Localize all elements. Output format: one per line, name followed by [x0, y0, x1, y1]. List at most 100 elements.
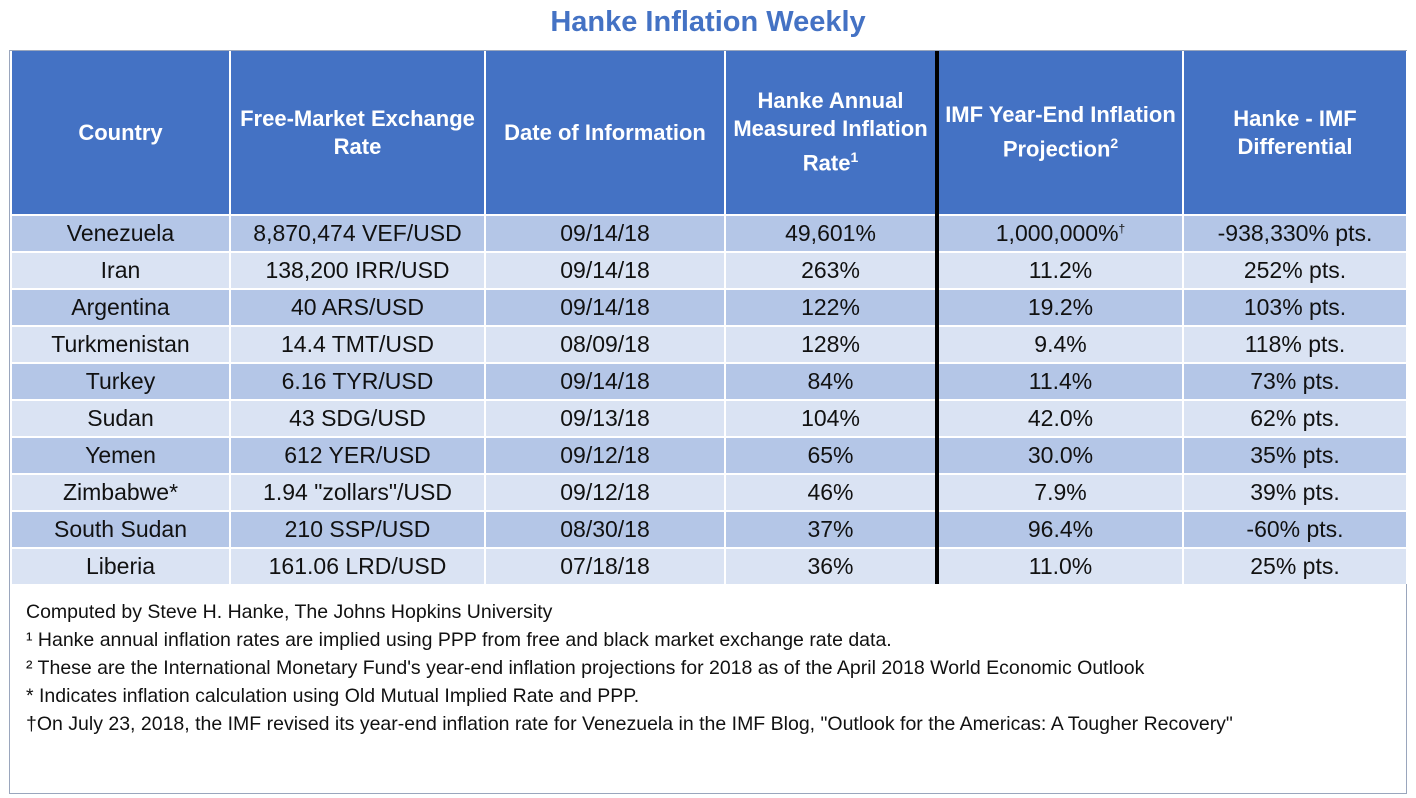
cell-country: Turkmenistan [10, 325, 231, 363]
note-asterisk: * Indicates inflation calculation using … [26, 685, 640, 707]
cell-date-value: 09/12/18 [560, 479, 650, 505]
cell-date: 09/12/18 [484, 436, 726, 474]
footnote-mark-1: 1 [850, 149, 859, 166]
cell-exchange-rate: 161.06 LRD/USD [229, 547, 486, 584]
cell-hanke-rate-value: 128% [801, 331, 860, 357]
cell-country-value: Turkmenistan [51, 331, 190, 357]
table-row: Liberia 161.06 LRD/USD 07/18/18 36% 11.0% 25%… [10, 547, 1408, 584]
cell-date: 08/09/18 [484, 325, 726, 363]
cell-date: 07/18/18 [484, 547, 726, 584]
cell-date: 09/13/18 [484, 399, 726, 437]
cell-exchange-rate-value: 612 YER/USD [284, 442, 431, 468]
cell-imf-projection: 7.9% [935, 473, 1184, 511]
note-source: Computed by Steve H. Hanke, The Johns Ho… [26, 601, 553, 623]
cell-imf-projection-value: 30.0% [1027, 442, 1094, 468]
col-header-country: Country [10, 51, 231, 215]
cell-differential: 39% pts. [1182, 473, 1408, 511]
cell-exchange-rate: 1.94 "zollars"/USD [229, 473, 486, 511]
cell-hanke-rate: 37% [724, 510, 938, 548]
cell-exchange-rate: 40 ARS/USD [229, 288, 486, 326]
cell-country: Yemen [10, 436, 231, 474]
cell-differential-value: -60% pts. [1246, 516, 1344, 542]
cell-differential-value: 62% pts. [1250, 405, 1340, 431]
cell-date: 09/12/18 [484, 473, 726, 511]
cell-hanke-rate-value: 49,601% [785, 220, 876, 246]
cell-imf-projection: 9.4% [935, 325, 1184, 363]
inflation-table: Country Free-Market Exchange Rate Date o… [10, 51, 1408, 584]
cell-hanke-rate: 46% [724, 473, 938, 511]
col-header-hanke-rate-label: Hanke Annual Measured Inflation Rate [733, 88, 928, 176]
cell-exchange-rate: 8,870,474 VEF/USD [229, 214, 486, 252]
cell-imf-projection: 11.0% [935, 547, 1184, 584]
cell-date: 09/14/18 [484, 251, 726, 289]
cell-country-value: Iran [100, 257, 141, 283]
footnote-mark-2: 2 [1110, 135, 1119, 152]
cell-country-value: Venezuela [66, 220, 175, 246]
cell-date-value: 09/13/18 [560, 405, 650, 431]
cell-hanke-rate-value: 65% [807, 442, 854, 468]
cell-imf-projection-value: 1,000,000% [995, 220, 1119, 246]
cell-imf-projection-value: 42.0% [1027, 405, 1094, 431]
cell-exchange-rate: 43 SDG/USD [229, 399, 486, 437]
cell-exchange-rate-value: 6.16 TYR/USD [281, 368, 434, 394]
cell-imf-projection: 42.0% [935, 399, 1184, 437]
cell-hanke-rate-value: 263% [801, 257, 860, 283]
cell-imf-projection-value: 11.0% [1028, 553, 1093, 579]
cell-hanke-rate: 49,601% [724, 214, 938, 252]
chart-title: Hanke Inflation Weekly [550, 6, 866, 38]
cell-hanke-rate: 104% [724, 399, 938, 437]
cell-hanke-rate-value: 46% [807, 479, 854, 505]
cell-hanke-rate: 84% [724, 362, 938, 400]
cell-exchange-rate-value: 210 SSP/USD [284, 516, 431, 542]
table-row: Iran 138,200 IRR/USD 09/14/18 263% 11.2% 252%… [10, 251, 1408, 289]
cell-exchange-rate: 138,200 IRR/USD [229, 251, 486, 289]
cell-hanke-rate-value: 84% [807, 368, 854, 394]
cell-country-value: Argentina [71, 294, 170, 320]
cell-country-value: South Sudan [53, 516, 187, 542]
col-header-hanke-rate: Hanke Annual Measured Inflation Rate1 [724, 51, 938, 215]
cell-exchange-rate-value: 8,870,474 VEF/USD [253, 220, 462, 246]
cell-exchange-rate-value: 43 SDG/USD [289, 405, 426, 431]
cell-country: Zimbabwe* [10, 473, 231, 511]
table-row: Zimbabwe* 1.94 "zollars"/USD 09/12/18 46% 7.… [10, 473, 1408, 511]
cell-hanke-rate-value: 37% [807, 516, 854, 542]
cell-imf-projection-value: 9.4% [1034, 331, 1087, 357]
note-dagger: †On July 23, 2018, the IMF revised its y… [26, 713, 1233, 735]
cell-date-value: 08/30/18 [560, 516, 650, 542]
cell-hanke-rate: 263% [724, 251, 938, 289]
cell-date: 09/14/18 [484, 362, 726, 400]
cell-differential-value: 103% pts. [1243, 294, 1347, 320]
cell-hanke-rate: 65% [724, 436, 938, 474]
cell-hanke-rate-value: 104% [801, 405, 860, 431]
cell-hanke-rate-value: 122% [801, 294, 860, 320]
cell-imf-projection-value: 96.4% [1027, 516, 1094, 542]
cell-imf-projection: 30.0% [935, 436, 1184, 474]
cell-differential-value: 39% pts. [1250, 479, 1340, 505]
cell-exchange-rate-value: 161.06 LRD/USD [268, 553, 447, 579]
cell-country: Iran [10, 251, 231, 289]
note-footnote-1: ¹ Hanke annual inflation rates are impli… [26, 629, 892, 651]
cell-imf-projection: 19.2% [935, 288, 1184, 326]
cell-date-value: 09/14/18 [560, 257, 650, 283]
cell-date-value: 09/12/18 [560, 442, 650, 468]
table-row: Argentina 40 ARS/USD 09/14/18 122% 19.2% 103%… [10, 288, 1408, 326]
cell-differential: 62% pts. [1182, 399, 1408, 437]
cell-date: 08/30/18 [484, 510, 726, 548]
cell-country: Liberia [10, 547, 231, 584]
table-row: Turkmenistan 14.4 TMT/USD 08/09/18 128% 9.4%… [10, 325, 1408, 363]
cell-country: Sudan [10, 399, 231, 437]
cell-differential: 118% pts. [1182, 325, 1408, 363]
col-header-exchange-rate: Free-Market Exchange Rate [229, 51, 486, 215]
cell-date: 09/14/18 [484, 214, 726, 252]
cell-country-value: Yemen [85, 442, 156, 468]
col-header-imf-projection-label: IMF Year-End Inflation Projection [945, 102, 1176, 162]
cell-country: Turkey [10, 362, 231, 400]
cell-country: South Sudan [10, 510, 231, 548]
col-header-imf-projection: IMF Year-End Inflation Projection2 [935, 51, 1184, 215]
dagger-mark: † [1118, 221, 1126, 236]
cell-date-value: 09/14/18 [560, 294, 650, 320]
col-header-date: Date of Information [484, 51, 726, 215]
cell-exchange-rate: 612 YER/USD [229, 436, 486, 474]
footnotes: Computed by Steve H. Hanke, The Johns Ho… [26, 598, 1396, 738]
cell-differential: 73% pts. [1182, 362, 1408, 400]
